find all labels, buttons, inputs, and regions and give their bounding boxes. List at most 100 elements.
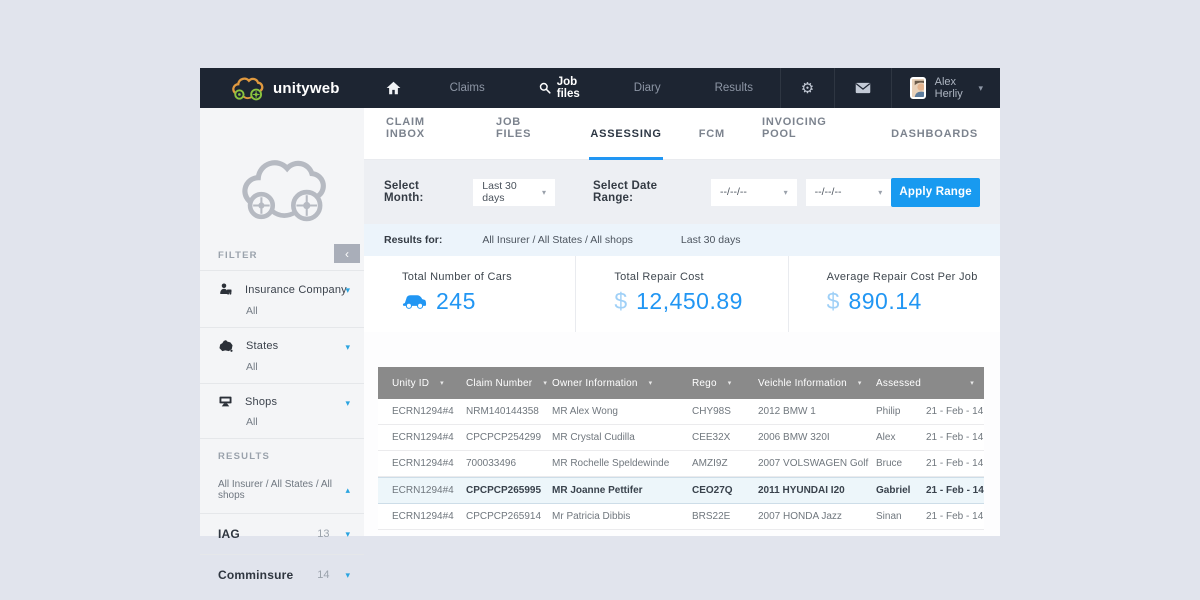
tab-bar: CLAIM INBOX JOB FILES ASSESSING FCM INVO… — [364, 108, 1000, 160]
table-row[interactable]: ECRN1294#4 NRM140144358 MR Alex Wong CHY… — [378, 399, 984, 425]
search-icon — [539, 82, 551, 94]
cell-date: 21 - Feb - 14 — [926, 458, 984, 469]
column-header-unity-id[interactable]: Unity ID ▾ — [392, 377, 444, 389]
group-count: 13 — [317, 528, 330, 540]
shop-icon — [218, 395, 233, 408]
cell-unity-id: ECRN1294#4 — [392, 432, 454, 443]
table-row[interactable]: ECRN1294#4 700033496 MR Rochelle Speldew… — [378, 451, 984, 477]
table-row[interactable]: ECRN1294#4 CPCPCP254299 MR Crystal Cudil… — [378, 425, 984, 451]
cell-unity-id: ECRN1294#4 — [392, 458, 454, 469]
column-header-vehicle-information[interactable]: Veichle Information ▾ — [758, 377, 862, 389]
nav-item-label: Diary — [633, 82, 661, 94]
results-for-label: Results for: — [384, 234, 443, 246]
chevron-down-icon[interactable]: ▾ — [345, 398, 350, 408]
tab-job-files[interactable]: JOB FILES — [496, 116, 532, 140]
column-header-rego[interactable]: Rego ▾ — [692, 377, 732, 389]
sidebar-group-iag[interactable]: IAG 13 ▾ — [200, 513, 364, 554]
brand-name: unityweb — [273, 79, 340, 97]
dollar-icon: $ — [826, 288, 840, 314]
tab-claim-inbox[interactable]: CLAIM INBOX — [386, 116, 425, 140]
results-for-scope: All Insurer / All States / All shops — [482, 234, 633, 246]
nav-item-claims[interactable]: Claims — [423, 68, 512, 108]
chevron-down-icon: ▾ — [878, 187, 883, 197]
cell-date: 21 - Feb - 14 — [926, 511, 984, 522]
cloud-car-watermark-icon — [200, 108, 364, 250]
cell-date: 21 - Feb - 14 — [926, 432, 984, 443]
results-summary[interactable]: All Insurer / All States / All shops ▴ — [200, 471, 364, 513]
chevron-down-icon: ▾ — [978, 82, 984, 93]
nav-divider — [890, 68, 892, 108]
date-from-select[interactable]: --/--/-- ▾ — [711, 178, 797, 206]
cell-date: 21 - Feb - 14 — [926, 406, 984, 417]
user-menu[interactable]: Alex Herliy ▾ — [892, 68, 1001, 108]
cell-rego: AMZI9Z — [692, 458, 728, 469]
nav-home-button[interactable] — [364, 68, 423, 108]
cell-claim-number: CPCPCP265914 — [466, 511, 542, 522]
brand[interactable]: unityweb — [200, 68, 364, 108]
chevron-down-icon[interactable]: ▾ — [345, 285, 350, 295]
sidebar-item-states[interactable]: States ▾ All — [200, 327, 364, 383]
sidebar-collapse-button[interactable]: ‹ — [334, 244, 360, 263]
date-to-select[interactable]: --/--/-- ▾ — [805, 178, 892, 206]
table-row[interactable]: ECRN1294#4 CPCPCP265914 Mr Patricia Dibb… — [378, 504, 984, 530]
table-row-selected[interactable]: ECRN1294#4 CPCPCP265995 MR Joanne Pettif… — [378, 477, 984, 504]
cell-unity-id: ECRN1294#4 — [392, 485, 454, 496]
cell-rego: CHY98S — [692, 406, 731, 417]
filter-bar: Select Month: Last 30 days ▾ Select Date… — [364, 160, 1000, 224]
cell-unity-id: ECRN1294#4 — [392, 511, 454, 522]
stat-average-repair-cost: Average Repair Cost Per Job $ 890.14 — [787, 256, 1000, 332]
stat-label: Average Repair Cost Per Job — [826, 271, 978, 283]
column-header-claim-number[interactable]: Claim Number ▾ — [466, 377, 548, 389]
filter-sidebar: ‹ FILTER Insurance Company ▾ All — [200, 108, 364, 582]
sidebar-item-value: All — [246, 416, 258, 428]
avatar — [909, 77, 926, 99]
stat-label: Total Number of Cars — [402, 271, 512, 283]
cell-assessor: Sinan — [876, 511, 902, 522]
sidebar-group-comminsure[interactable]: Comminsure 14 ▾ — [200, 554, 364, 595]
chevron-up-icon[interactable]: ▴ — [345, 484, 350, 495]
cell-assessor: Gabriel — [876, 485, 911, 496]
tab-invoicing-pool[interactable]: INVOICING POOL — [762, 116, 827, 140]
cell-owner: MR Rochelle Speldewinde — [552, 458, 670, 469]
chevron-down-icon: ▾ — [345, 528, 350, 539]
cell-assessor: Bruce — [876, 458, 903, 469]
sidebar-item-shops[interactable]: Shops ▾ All — [200, 383, 364, 438]
nav-item-results[interactable]: Results — [688, 68, 780, 108]
apply-range-button[interactable]: Apply Range — [891, 177, 981, 207]
column-header-owner-information[interactable]: Owner Information ▾ — [552, 377, 653, 389]
nav-item-job-files[interactable]: Job files — [512, 68, 607, 108]
sidebar-item-label: States — [246, 340, 279, 352]
cell-rego: CEE32X — [692, 432, 731, 443]
chevron-left-icon: ‹ — [345, 246, 349, 261]
stat-value: 890.14 — [848, 288, 922, 314]
car-icon — [402, 293, 427, 310]
cell-vehicle: 2011 HYUNDAI I20 — [758, 485, 845, 496]
column-header-assessed[interactable]: Assessed ▾ — [876, 377, 974, 389]
nav-item-label: Claims — [449, 82, 485, 94]
chevron-down-icon[interactable]: ▾ — [345, 342, 350, 352]
cell-assessor: Alex — [876, 432, 896, 443]
envelope-icon — [855, 82, 871, 94]
cell-assessor: Philip — [876, 406, 901, 417]
cell-owner: Mr Patricia Dibbis — [552, 511, 631, 522]
cell-owner: MR Crystal Cudilla — [552, 432, 635, 443]
tab-fcm[interactable]: FCM — [698, 128, 726, 140]
app-window: unityweb Claims Job files Diary Results — [200, 68, 1001, 582]
results-summary-text: All Insurer / All States / All shops — [218, 479, 332, 501]
cell-vehicle: 2007 VOLSWAGEN Golf — [758, 458, 869, 469]
nav-divider — [779, 68, 781, 108]
table-section: Unity ID ▾ Claim Number ▾ Owner Informatio… — [364, 332, 1000, 536]
messages-button[interactable] — [835, 68, 891, 108]
month-select[interactable]: Last 30 days ▾ — [473, 178, 555, 206]
tab-dashboards[interactable]: DASHBOARDS — [891, 128, 978, 140]
sidebar-item-insurance-company[interactable]: Insurance Company ▾ All — [200, 270, 364, 327]
nav-item-diary[interactable]: Diary — [607, 68, 688, 108]
sidebar-results-section: RESULTS All Insurer / All States / All s… — [200, 438, 364, 513]
chevron-down-icon: ▾ — [727, 380, 732, 387]
cell-claim-number: CPCPCP265995 — [466, 485, 542, 496]
tab-assessing[interactable]: ASSESSING — [589, 108, 663, 160]
results-for-bar: Results for: All Insurer / All States / … — [364, 224, 1000, 256]
cell-rego: CEO27Q — [692, 485, 733, 496]
settings-button[interactable]: ⚙ — [781, 68, 834, 108]
stat-value: 12,450.89 — [636, 288, 743, 314]
